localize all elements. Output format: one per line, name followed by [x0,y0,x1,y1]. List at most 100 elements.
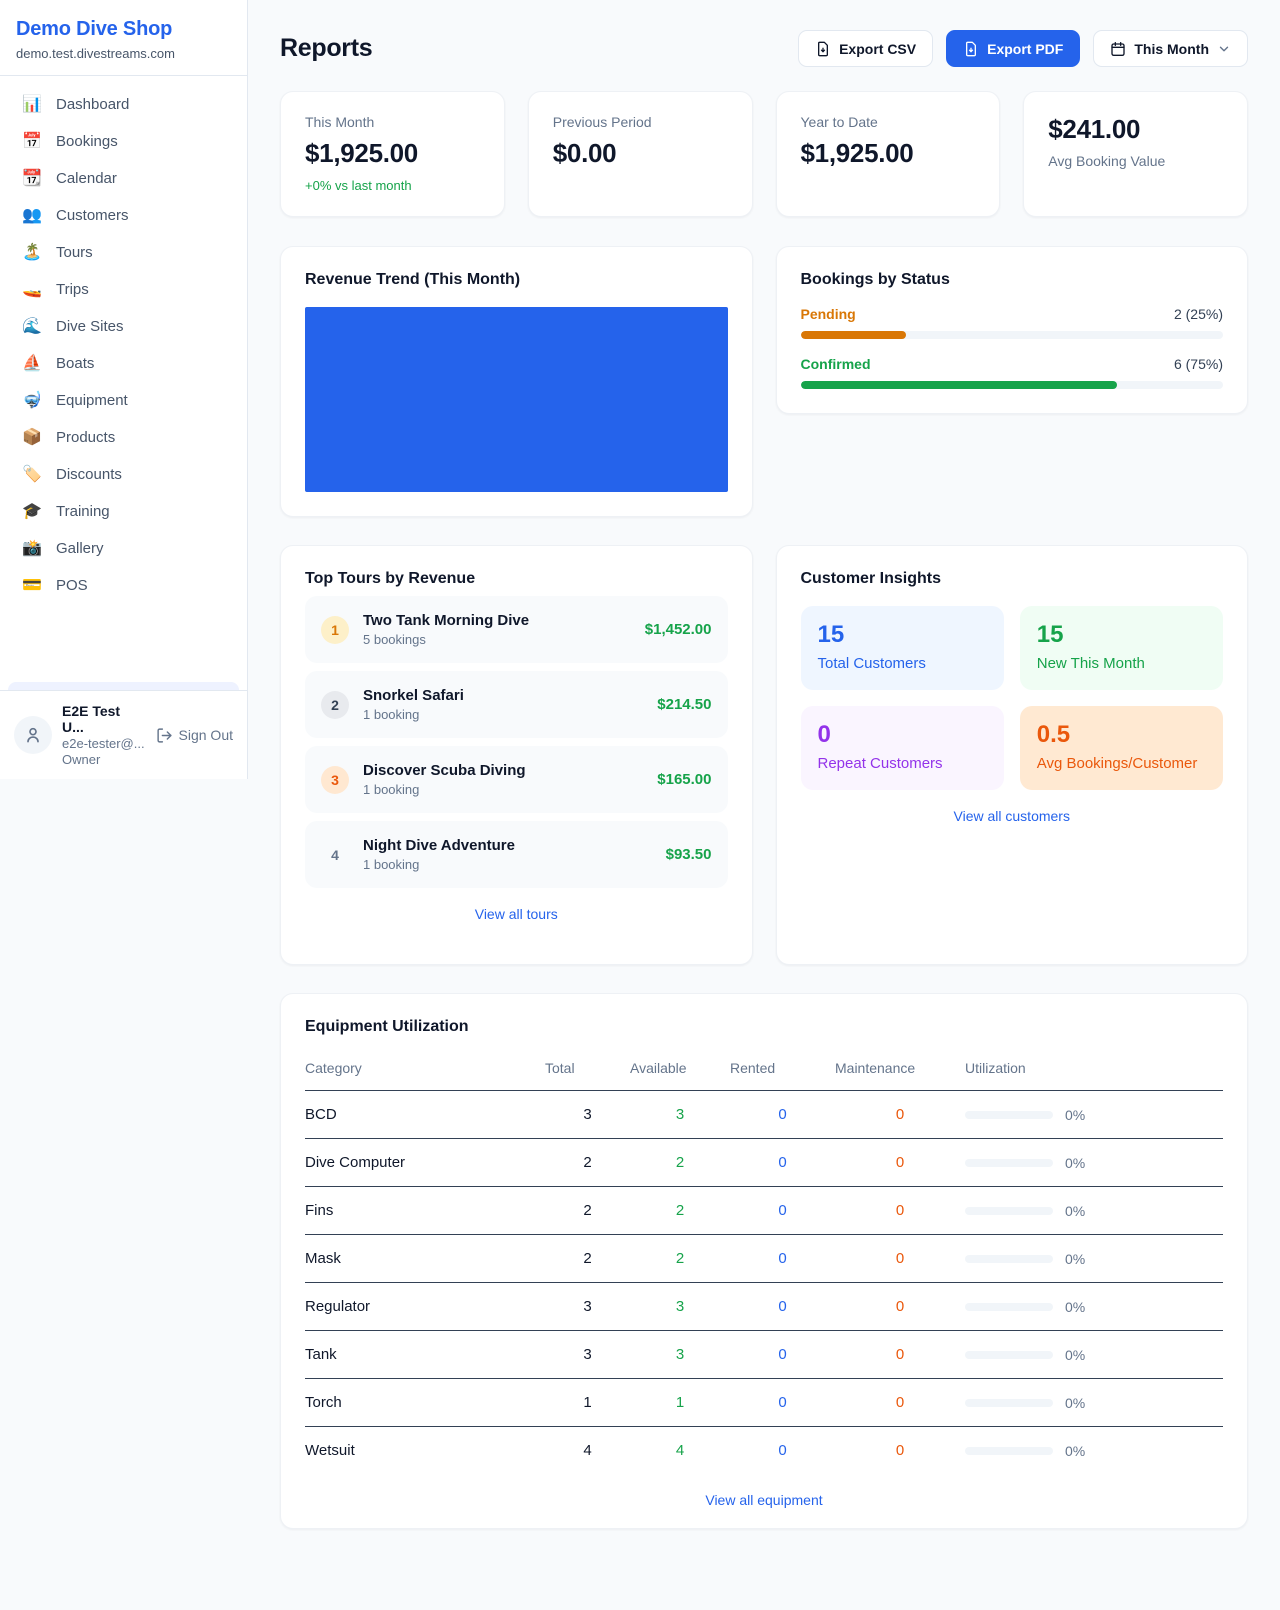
sidebar-item-reports-active-partial[interactable] [8,682,239,690]
sidebar-item-calendar[interactable]: 📆 Calendar [8,160,239,197]
insight-value: 15 [817,621,845,648]
main-content: Reports Export CSV Export PDF This Month [248,0,1280,1569]
insights-row: Top Tours by Revenue 1 Two Tank Morning … [280,545,1248,965]
sidebar-item-boats[interactable]: ⛵ Boats [8,345,239,382]
customers-icon: 👥 [22,206,42,224]
utilization-label: 0% [1065,1250,1086,1267]
cell-available: 3 [630,1330,730,1379]
cell-category: BCD [305,1090,545,1139]
shop-name: Demo Dive Shop [16,18,173,40]
sidebar-item-label: Customers [56,207,129,224]
insight-tile-avg-bookings: 0.5 Avg Bookings/Customer [1019,706,1223,790]
sidebar-item-label: Trips [56,281,89,298]
cell-utilization: 0% [965,1186,1223,1235]
stat-delta: +0% vs last month [305,178,412,193]
insight-label: Avg Bookings/Customer [1036,755,1198,772]
utilization-label: 0% [1065,1394,1086,1411]
cell-rented: 0 [730,1186,835,1235]
utilization-label: 0% [1065,1202,1086,1219]
sidebar-item-label: Calendar [56,170,117,187]
utilization-bar-track [965,1398,1053,1407]
tour-bookings: 1 booking [363,782,420,797]
sidebar-item-discounts[interactable]: 🏷️ Discounts [8,456,239,493]
status-bar-fill [800,381,1118,389]
tour-revenue: $93.50 [665,846,712,863]
calendar-icon: 📆 [22,169,42,187]
status-row-pending: Pending 2 (25%) [800,306,1223,339]
table-row: Dive Computer 2 2 0 0 0% [305,1138,1223,1187]
sidebar: Demo Dive Shop demo.test.divestreams.com… [0,0,248,779]
status-bar-track [800,381,1223,389]
user-meta: E2E Test U... e2e-tester@... Owner [62,703,146,767]
tour-bookings: 1 booking [363,857,420,872]
status-row-confirmed: Confirmed 6 (75%) [800,356,1223,389]
sidebar-item-training[interactable]: 🎓 Training [8,493,239,530]
bookings-icon: 📅 [22,132,42,150]
insight-value: 15 [1036,621,1064,648]
sidebar-item-trips[interactable]: 🚤 Trips [8,271,239,308]
sidebar-item-equipment[interactable]: 🤿 Equipment [8,382,239,419]
sidebar-item-tours[interactable]: 🏝️ Tours [8,234,239,271]
sidebar-item-pos[interactable]: 💳 POS [8,567,239,604]
insight-tile-total-customers: 15 Total Customers [800,606,1004,690]
utilization-bar-track [965,1446,1053,1455]
sidebar-item-products[interactable]: 📦 Products [8,419,239,456]
cell-rented: 0 [730,1138,835,1187]
cell-utilization: 0% [965,1138,1223,1187]
sidebar-item-dive-sites[interactable]: 🌊 Dive Sites [8,308,239,345]
cell-total: 2 [545,1186,630,1235]
sign-out-label: Sign Out [178,727,233,743]
period-select[interactable]: This Month [1093,30,1248,67]
tour-list-item: 3 Discover Scuba Diving 1 booking $165.0… [305,746,728,813]
utilization-label: 0% [1065,1106,1086,1123]
status-count: 2 (25%) [1173,306,1223,322]
cell-maintenance: 0 [835,1234,965,1283]
cell-maintenance: 0 [835,1330,965,1379]
cell-category: Torch [305,1378,545,1427]
cell-utilization: 0% [965,1234,1223,1283]
user-role: Owner [62,752,101,767]
insight-tile-repeat-customers: 0 Repeat Customers [800,706,1004,790]
sidebar-item-customers[interactable]: 👥 Customers [8,197,239,234]
utilization-label: 0% [1065,1346,1086,1363]
cell-available: 1 [630,1378,730,1427]
cell-maintenance: 0 [835,1138,965,1187]
cell-total: 3 [545,1330,630,1379]
col-category: Category [305,1052,545,1091]
stat-card-this-month: This Month $1,925.00 +0% vs last month [280,91,505,217]
cell-rented: 0 [730,1090,835,1139]
cell-rented: 0 [730,1234,835,1283]
user-name: E2E Test U... [62,703,121,735]
trips-icon: 🚤 [22,280,42,298]
cell-total: 2 [545,1234,630,1283]
revenue-trend-card: Revenue Trend (This Month) [280,246,753,517]
sidebar-item-gallery[interactable]: 📸 Gallery [8,530,239,567]
stat-card-avg-booking-value: $241.00 Avg Booking Value [1023,91,1248,217]
sign-out-icon [156,727,172,743]
equipment-icon: 🤿 [22,391,42,409]
sidebar-item-label: Dive Sites [56,318,124,335]
table-row: Tank 3 3 0 0 0% [305,1330,1223,1379]
export-pdf-button[interactable]: Export PDF [946,30,1081,67]
cell-rented: 0 [730,1282,835,1331]
sign-out-button[interactable]: Sign Out [156,727,233,744]
cell-maintenance: 0 [835,1378,965,1427]
status-bar-track [800,331,1223,339]
cell-utilization: 0% [965,1090,1223,1139]
view-all-customers-link[interactable]: View all customers [953,808,1070,824]
view-all-tours-link[interactable]: View all tours [474,906,558,922]
table-row: Fins 2 2 0 0 0% [305,1186,1223,1235]
bookings-by-status-card: Bookings by Status Pending 2 (25%) Confi… [775,246,1248,414]
page-title: Reports [280,34,373,62]
export-csv-button[interactable]: Export CSV [798,30,934,67]
cell-category: Mask [305,1234,545,1283]
stats-row: This Month $1,925.00 +0% vs last month P… [280,91,1248,217]
view-all-equipment-link[interactable]: View all equipment [705,1492,823,1508]
sidebar-item-bookings[interactable]: 📅 Bookings [8,123,239,160]
cell-total: 3 [545,1282,630,1331]
utilization-bar-track [965,1254,1053,1263]
status-bar-fill [800,331,907,339]
stat-value: $0.00 [552,138,617,168]
sidebar-item-dashboard[interactable]: 📊 Dashboard [8,86,239,123]
bookings-by-status-title: Bookings by Status [800,271,950,288]
